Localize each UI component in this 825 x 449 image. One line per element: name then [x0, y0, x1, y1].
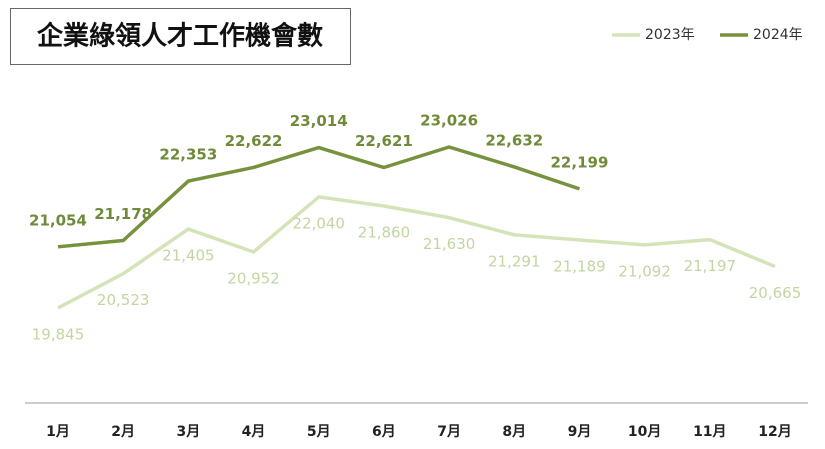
data-label: 21,178 — [94, 205, 152, 223]
x-tick-label: 4月 — [242, 424, 266, 440]
data-label: 22,632 — [485, 131, 543, 149]
data-label: 21,092 — [618, 262, 671, 280]
x-tick-label: 8月 — [502, 424, 526, 440]
x-tick-label: 9月 — [568, 424, 592, 440]
data-label: 21,189 — [553, 257, 606, 275]
x-tick-label: 1月 — [46, 424, 70, 440]
data-label: 21,197 — [684, 257, 737, 275]
title-box — [10, 8, 351, 65]
data-label: 19,845 — [32, 326, 85, 344]
data-label: 22,040 — [292, 214, 345, 232]
data-label: 21,054 — [29, 211, 87, 229]
legend-label: 2023年 — [645, 27, 695, 43]
x-tick-label: 10月 — [628, 424, 661, 440]
x-tick-label: 3月 — [176, 424, 200, 440]
series-line — [57, 145, 581, 249]
chart-title: 企業綠領人才工作機會數 — [37, 21, 323, 52]
data-label: 22,622 — [225, 132, 283, 150]
data-label: 23,014 — [290, 112, 348, 130]
data-label: 20,665 — [749, 284, 802, 302]
data-label: 21,630 — [423, 235, 476, 253]
x-tick-label: 2月 — [111, 424, 135, 440]
x-tick-label: 11月 — [693, 424, 726, 440]
data-label: 20,523 — [97, 291, 150, 309]
data-label: 22,199 — [551, 153, 609, 171]
series-line — [57, 195, 776, 310]
x-tick-label: 6月 — [372, 424, 396, 440]
data-label: 22,353 — [159, 146, 217, 164]
data-label: 21,291 — [488, 252, 541, 270]
legend-label: 2024年 — [753, 27, 803, 43]
x-tick-label: 12月 — [758, 424, 791, 440]
data-label: 21,405 — [162, 247, 215, 265]
data-label: 20,952 — [227, 269, 280, 287]
x-tick-label: 7月 — [437, 424, 461, 440]
x-tick-label: 5月 — [307, 424, 331, 440]
data-label: 22,621 — [355, 132, 413, 150]
data-label: 23,026 — [420, 112, 478, 130]
data-label: 21,860 — [358, 224, 411, 242]
